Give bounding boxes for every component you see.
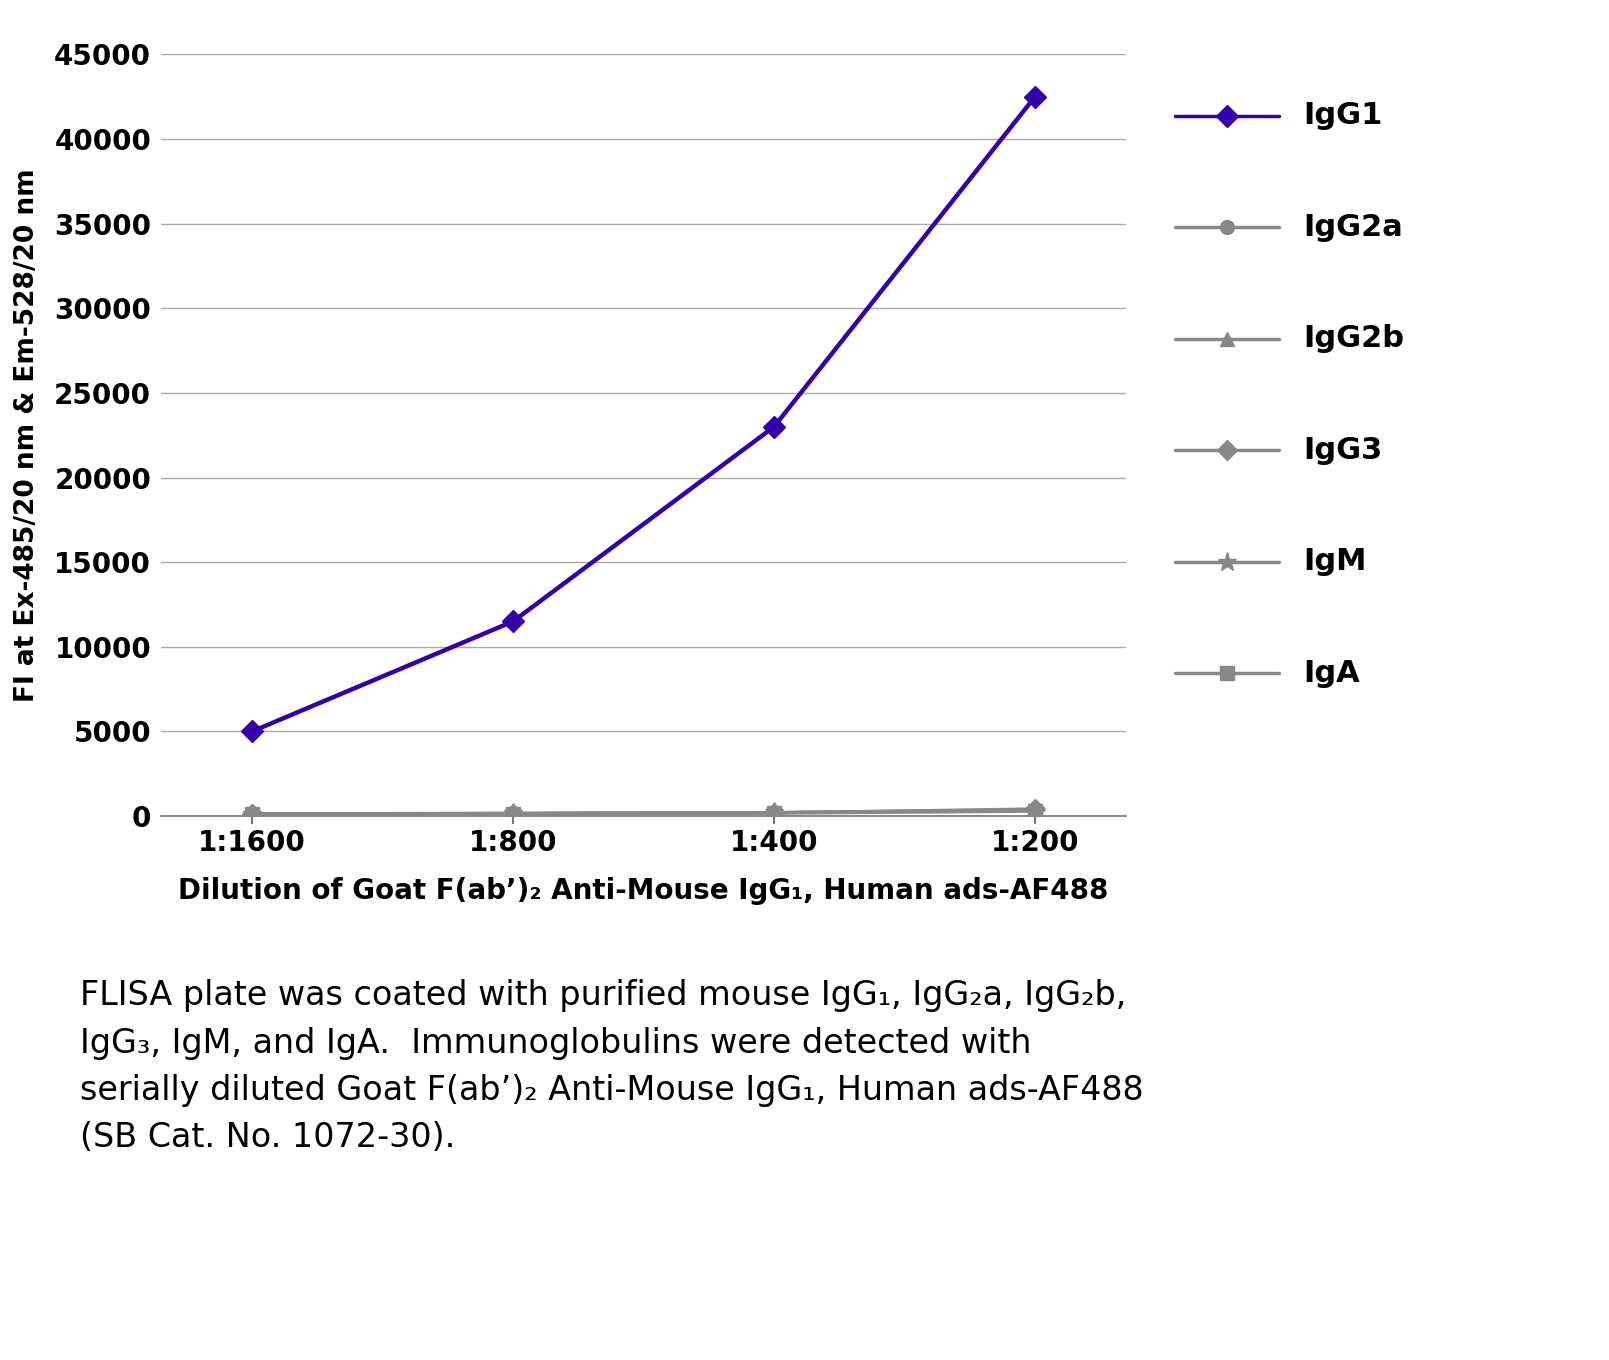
Text: FLISA plate was coated with purified mouse IgG₁, IgG₂a, IgG₂b,
IgG₃, IgM, and Ig: FLISA plate was coated with purified mou… bbox=[80, 979, 1144, 1155]
X-axis label: Dilution of Goat F(ab’)₂ Anti-Mouse IgG₁, Human ads-AF488: Dilution of Goat F(ab’)₂ Anti-Mouse IgG₁… bbox=[179, 877, 1109, 904]
Text: IgG1: IgG1 bbox=[1303, 101, 1382, 131]
Text: IgG2b: IgG2b bbox=[1303, 324, 1405, 354]
Text: IgM: IgM bbox=[1303, 547, 1366, 577]
Y-axis label: FI at Ex-485/20 nm & Em-528/20 nm: FI at Ex-485/20 nm & Em-528/20 nm bbox=[14, 169, 40, 702]
Text: IgG2a: IgG2a bbox=[1303, 212, 1403, 242]
Text: IgG3: IgG3 bbox=[1303, 435, 1382, 465]
Text: IgA: IgA bbox=[1303, 658, 1360, 688]
